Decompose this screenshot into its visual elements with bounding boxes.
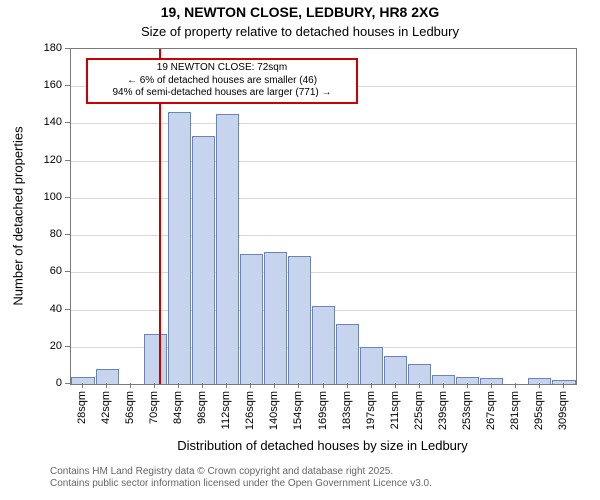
y-tick-label: 20 bbox=[0, 340, 62, 352]
annotation-line-2: ← 6% of detached houses are smaller (46) bbox=[92, 75, 352, 88]
y-tick-label: 100 bbox=[0, 191, 62, 203]
y-gridline bbox=[71, 272, 576, 273]
y-tick-mark bbox=[65, 48, 70, 49]
x-tick-label: 309sqm bbox=[557, 391, 569, 491]
histogram-bar bbox=[360, 347, 383, 384]
x-tick-mark bbox=[539, 383, 540, 388]
y-tick-label: 60 bbox=[0, 265, 62, 277]
x-tick-label: 183sqm bbox=[341, 391, 353, 491]
x-tick-label: 295sqm bbox=[533, 391, 545, 491]
histogram-bar bbox=[336, 324, 359, 384]
x-tick-mark bbox=[563, 383, 564, 388]
annotation-line-3: 94% of semi-detached houses are larger (… bbox=[92, 87, 352, 100]
y-tick-mark bbox=[65, 383, 70, 384]
histogram-bar bbox=[264, 252, 287, 384]
y-gridline bbox=[71, 123, 576, 124]
figure-container: 19, NEWTON CLOSE, LEDBURY, HR8 2XG Size … bbox=[0, 0, 600, 500]
y-tick-label: 80 bbox=[0, 228, 62, 240]
x-tick-label: 225sqm bbox=[413, 391, 425, 491]
annotation-box: 19 NEWTON CLOSE: 72sqm ← 6% of detached … bbox=[86, 58, 358, 104]
x-tick-mark bbox=[298, 383, 299, 388]
y-tick-mark bbox=[65, 234, 70, 235]
x-tick-label: 140sqm bbox=[268, 391, 280, 491]
chart-title-address: 19, NEWTON CLOSE, LEDBURY, HR8 2XG bbox=[0, 4, 600, 20]
y-tick-mark bbox=[65, 122, 70, 123]
y-gridline bbox=[71, 235, 576, 236]
y-tick-label: 0 bbox=[0, 377, 62, 389]
y-tick-label: 160 bbox=[0, 79, 62, 91]
x-tick-label: 197sqm bbox=[365, 391, 377, 491]
x-tick-mark bbox=[371, 383, 372, 388]
x-tick-label: 211sqm bbox=[389, 391, 401, 491]
x-tick-label: 98sqm bbox=[196, 391, 208, 491]
x-tick-mark bbox=[419, 383, 420, 388]
histogram-bar bbox=[240, 254, 263, 384]
x-tick-mark bbox=[250, 383, 251, 388]
histogram-bar bbox=[96, 369, 119, 384]
annotation-line-1: 19 NEWTON CLOSE: 72sqm bbox=[92, 62, 352, 75]
histogram-bar bbox=[168, 112, 191, 384]
x-tick-label: 154sqm bbox=[292, 391, 304, 491]
y-tick-mark bbox=[65, 309, 70, 310]
x-tick-mark bbox=[347, 383, 348, 388]
histogram-bar bbox=[144, 334, 167, 384]
x-tick-label: 253sqm bbox=[461, 391, 473, 491]
histogram-bar bbox=[216, 114, 239, 384]
x-tick-mark bbox=[395, 383, 396, 388]
y-tick-mark bbox=[65, 160, 70, 161]
y-tick-label: 140 bbox=[0, 116, 62, 128]
y-tick-mark bbox=[65, 85, 70, 86]
x-tick-label: 112sqm bbox=[220, 391, 232, 491]
x-tick-label: 42sqm bbox=[100, 391, 112, 491]
y-gridline bbox=[71, 161, 576, 162]
x-tick-mark bbox=[443, 383, 444, 388]
x-tick-mark bbox=[202, 383, 203, 388]
x-tick-mark bbox=[515, 383, 516, 388]
histogram-bar bbox=[288, 256, 311, 384]
histogram-bar bbox=[312, 306, 335, 384]
x-tick-mark bbox=[178, 383, 179, 388]
x-tick-mark bbox=[467, 383, 468, 388]
x-tick-label: 28sqm bbox=[76, 391, 88, 491]
x-tick-label: 281sqm bbox=[509, 391, 521, 491]
y-tick-label: 120 bbox=[0, 154, 62, 166]
y-tick-mark bbox=[65, 197, 70, 198]
x-tick-mark bbox=[491, 383, 492, 388]
y-gridline bbox=[71, 198, 576, 199]
x-tick-mark bbox=[323, 383, 324, 388]
x-tick-mark bbox=[154, 383, 155, 388]
y-tick-label: 180 bbox=[0, 42, 62, 54]
x-tick-mark bbox=[82, 383, 83, 388]
histogram-bar bbox=[408, 364, 431, 384]
y-tick-mark bbox=[65, 271, 70, 272]
x-tick-mark bbox=[130, 383, 131, 388]
x-tick-label: 84sqm bbox=[172, 391, 184, 491]
x-tick-label: 239sqm bbox=[437, 391, 449, 491]
x-tick-mark bbox=[226, 383, 227, 388]
histogram-bar bbox=[192, 136, 215, 384]
x-tick-label: 267sqm bbox=[485, 391, 497, 491]
x-tick-label: 56sqm bbox=[124, 391, 136, 491]
chart-title-subtitle: Size of property relative to detached ho… bbox=[0, 24, 600, 39]
x-tick-label: 70sqm bbox=[148, 391, 160, 491]
x-tick-label: 169sqm bbox=[317, 391, 329, 491]
x-tick-mark bbox=[106, 383, 107, 388]
y-tick-label: 40 bbox=[0, 303, 62, 315]
x-tick-mark bbox=[274, 383, 275, 388]
histogram-bar bbox=[384, 356, 407, 384]
y-tick-mark bbox=[65, 346, 70, 347]
x-tick-label: 126sqm bbox=[244, 391, 256, 491]
